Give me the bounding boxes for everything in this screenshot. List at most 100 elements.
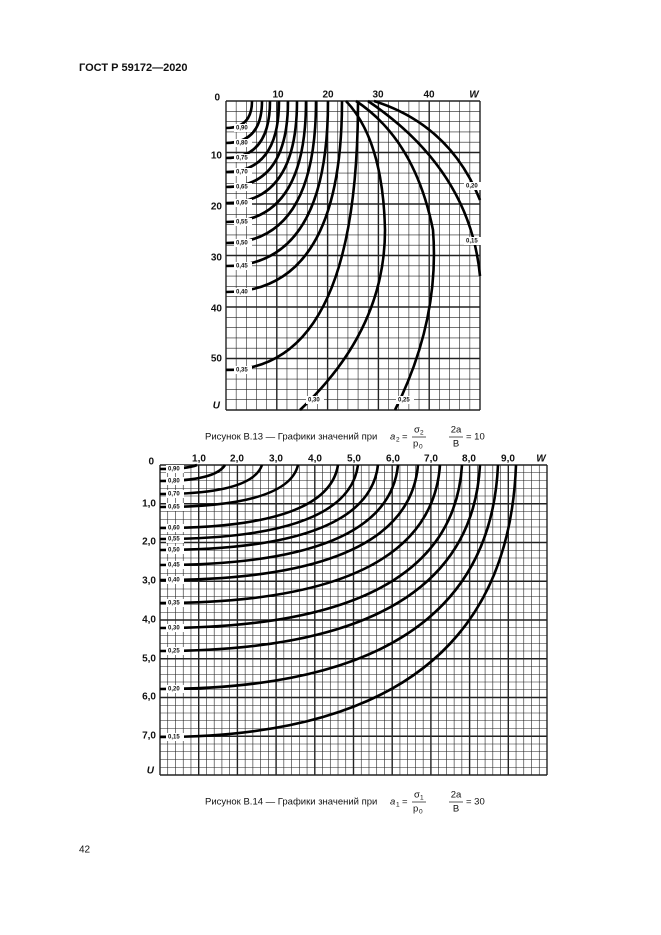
x-tick-label: 5,0 (347, 454, 361, 465)
y-tick-label: 40 (211, 304, 223, 315)
curve-label-bg (166, 599, 184, 607)
curve-label: 0,65 (236, 185, 248, 191)
x-tick-label: 6,0 (386, 454, 400, 465)
caption-index: 2 (396, 437, 400, 444)
caption-denominator: p (413, 804, 418, 815)
caption-denominator-index: 0 (419, 444, 423, 451)
curve-label: 0,35 (236, 368, 248, 374)
x-tick-label: 8,0 (462, 454, 476, 465)
curve-label-bg (306, 396, 324, 404)
y-tick-label: 50 (211, 354, 223, 365)
curve (225, 100, 264, 145)
y-tick-label: 30 (211, 253, 223, 264)
caption-text: Рисунок В.14 — Графики значений при (205, 797, 377, 808)
curve-label: 0,80 (236, 141, 248, 147)
curve-label: 0,60 (168, 526, 180, 532)
ratio-denominator: B (453, 439, 459, 450)
curve-label: 0,40 (168, 578, 180, 584)
y-tick-label: 20 (211, 202, 223, 213)
curve-label: 0,70 (236, 170, 248, 176)
curve-label-bg (166, 624, 184, 632)
ratio-value: = 30 (466, 797, 485, 808)
curve-label-bg (166, 465, 184, 473)
caption-equals: = (402, 432, 408, 443)
curve-label-bg (234, 124, 252, 132)
curve-label: 0,90 (168, 467, 180, 473)
curve-label-bg (166, 546, 184, 554)
caption-numerator: σ (414, 425, 420, 436)
x-tick-label: 10 (272, 90, 284, 101)
caption-denominator: p (413, 439, 418, 450)
curve-label: 0,25 (398, 398, 410, 404)
y-tick-label: 7,0 (142, 731, 156, 742)
x-tick-label: 40 (423, 90, 435, 101)
curve-label-bg (234, 262, 252, 270)
curve-label-bg (166, 524, 184, 532)
curve-label: 0,55 (168, 537, 180, 543)
x-tick-label: 7,0 (424, 454, 438, 465)
y-tick-label: 5,0 (142, 654, 156, 665)
curve (159, 464, 482, 653)
curve-label-bg (234, 183, 252, 191)
curve-label: 0,30 (308, 398, 320, 404)
curve-label-bg (234, 218, 252, 226)
y-tick-label: 1,0 (142, 499, 156, 510)
curve-label: 0,15 (168, 735, 180, 741)
caption-symbol: a (390, 797, 395, 808)
curve-label: 0,40 (236, 290, 248, 296)
caption-numerator-index: 1 (420, 795, 424, 802)
y-tick-label: 4,0 (142, 615, 156, 626)
curve-label-bg (396, 396, 414, 404)
curve-label: 0,30 (168, 626, 180, 632)
curve-label: 0,60 (236, 201, 248, 207)
caption-index: 1 (396, 802, 400, 809)
y-axis-label: U (213, 401, 221, 412)
origin-label: 0 (214, 93, 220, 104)
y-tick-label: 2,0 (142, 537, 156, 548)
curve-label-bg (464, 182, 482, 190)
curve-label-bg (166, 503, 184, 511)
ratio-denominator: B (453, 804, 459, 815)
curve-label-bg (234, 168, 252, 176)
curve (299, 100, 387, 411)
curve-label: 0,75 (236, 156, 248, 162)
x-tick-label: 1,0 (192, 454, 206, 465)
curve-label: 0,35 (168, 601, 180, 607)
curve (159, 464, 300, 509)
curve-label-bg (166, 535, 184, 543)
y-axis-label: U (147, 766, 155, 777)
x-tick-label: 4,0 (308, 454, 322, 465)
curve (159, 464, 380, 552)
origin-label: 0 (148, 457, 154, 468)
curve-label-bg (234, 239, 252, 247)
x-tick-label: 2,0 (230, 454, 244, 465)
curve (225, 100, 254, 130)
curve-label-bg (234, 139, 252, 147)
curve (159, 464, 400, 567)
curve (159, 464, 442, 605)
curve-label-bg (166, 561, 184, 569)
curve-label: 0,80 (168, 479, 180, 485)
y-tick-label: 3,0 (142, 576, 156, 587)
curve-label-bg (166, 733, 184, 741)
curve (355, 99, 436, 411)
ratio-numerator: 2a (451, 425, 462, 436)
curve (159, 464, 464, 630)
curve-label: 0,55 (236, 220, 248, 226)
x-tick-label: 9,0 (501, 454, 515, 465)
curve-label: 0,25 (168, 649, 180, 655)
caption-symbol: a (390, 432, 395, 443)
curve-label: 0,20 (168, 687, 180, 693)
curve (159, 464, 360, 541)
curve-label: 0,45 (236, 264, 248, 270)
y-tick-label: 6,0 (142, 692, 156, 703)
curve-label-bg (166, 647, 184, 655)
curve (159, 464, 420, 582)
curve (159, 464, 518, 739)
curve (159, 464, 340, 530)
caption-text: Рисунок В.13 — Графики значений при (205, 432, 377, 443)
x-axis-label: W (469, 90, 480, 101)
curve-label-bg (234, 154, 252, 162)
